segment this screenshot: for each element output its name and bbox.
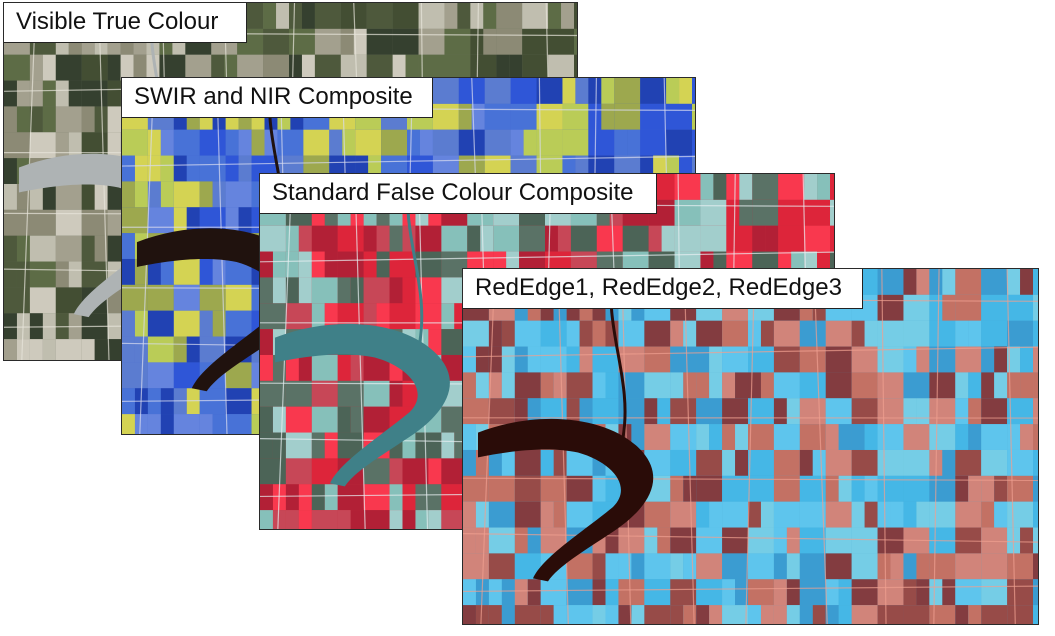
panel-label: RedEdge1, RedEdge2, RedEdge3 xyxy=(463,269,863,309)
panel-label: Standard False Colour Composite xyxy=(260,174,657,214)
red-edge-composite-image xyxy=(463,269,1038,624)
panel-label: Visible True Colour xyxy=(4,3,247,43)
red-edge-composite-panel: RedEdge1, RedEdge2, RedEdge3 xyxy=(462,268,1039,625)
panel-label: SWIR and NIR Composite xyxy=(122,78,433,118)
